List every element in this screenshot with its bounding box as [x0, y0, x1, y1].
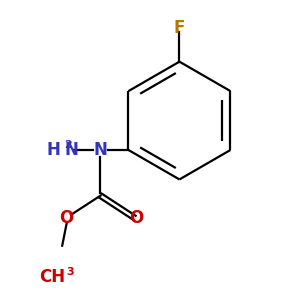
Text: CH: CH — [39, 268, 65, 286]
Text: N: N — [94, 141, 107, 159]
Text: H: H — [47, 141, 61, 159]
Text: 3: 3 — [67, 267, 74, 277]
Text: N: N — [64, 141, 78, 159]
Text: 2: 2 — [64, 140, 71, 150]
Text: F: F — [174, 19, 185, 37]
Text: O: O — [59, 209, 74, 227]
Text: O: O — [129, 209, 143, 227]
